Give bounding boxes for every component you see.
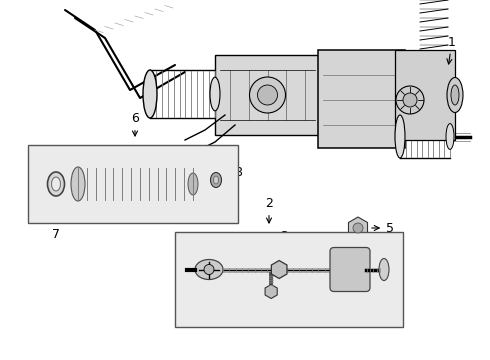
Circle shape	[353, 223, 363, 233]
Circle shape	[403, 93, 417, 107]
Circle shape	[258, 85, 277, 105]
Text: 1: 1	[447, 36, 456, 64]
Bar	[318, 50, 405, 148]
Ellipse shape	[447, 77, 463, 113]
Ellipse shape	[379, 258, 389, 280]
Ellipse shape	[195, 260, 223, 279]
Ellipse shape	[71, 167, 85, 201]
Ellipse shape	[188, 173, 198, 195]
Bar	[215, 55, 320, 135]
Text: 4: 4	[239, 285, 261, 298]
Bar	[28, 145, 238, 223]
Circle shape	[204, 265, 214, 275]
Text: 7: 7	[52, 217, 60, 241]
Ellipse shape	[211, 172, 221, 188]
Ellipse shape	[214, 176, 219, 184]
Ellipse shape	[48, 172, 65, 196]
Text: 6: 6	[131, 112, 139, 136]
Circle shape	[249, 77, 286, 113]
Ellipse shape	[210, 77, 220, 111]
Circle shape	[396, 86, 424, 114]
Ellipse shape	[395, 115, 405, 158]
Ellipse shape	[51, 177, 60, 191]
Text: 8: 8	[224, 166, 242, 179]
Bar	[175, 232, 403, 327]
Ellipse shape	[143, 70, 157, 118]
Text: 3: 3	[279, 230, 288, 257]
FancyBboxPatch shape	[330, 248, 370, 292]
Bar	[395, 50, 455, 140]
Ellipse shape	[451, 85, 459, 105]
Text: 2: 2	[265, 197, 273, 223]
Text: 5: 5	[372, 221, 394, 234]
Ellipse shape	[446, 123, 454, 149]
